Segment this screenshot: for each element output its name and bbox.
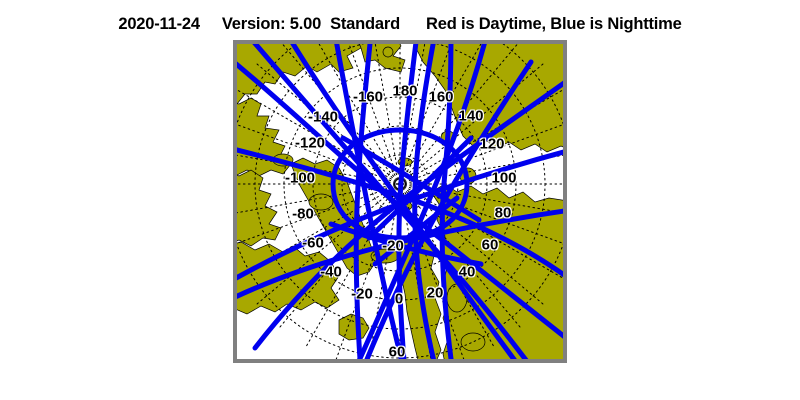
ground-track-layer [235, 42, 565, 361]
title-mode: Standard [330, 14, 400, 33]
land-island-7 [308, 193, 334, 211]
ground-track-6 [439, 42, 454, 361]
map-frame-border [235, 42, 565, 361]
ground-track-4 [353, 42, 373, 361]
meridian-m60 [235, 183, 401, 280]
land-island-3 [382, 46, 394, 58]
land-island-9 [460, 332, 486, 352]
title-version: Version: 5.00 [221, 14, 322, 33]
meridian-160 [399, 42, 453, 185]
meridian-130 [399, 61, 546, 185]
meridian-m150 [317, 42, 401, 185]
ground-track-5 [396, 42, 419, 361]
ground-track-polar-ring [330, 127, 470, 241]
page-title: 2020-11-24 Version: 5.00 Standard Red is… [0, 13, 800, 35]
title-legend: Red is Daytime, Blue is Nighttime [426, 14, 682, 33]
land-alaska [235, 169, 282, 247]
polar-map [233, 40, 567, 363]
meridian-m50 [254, 183, 401, 307]
ground-track-13 [363, 59, 534, 361]
ground-track-11 [288, 42, 519, 361]
ground-track-12 [356, 42, 488, 361]
meridian-m170 [374, 42, 401, 185]
ground-track-chord-2 [366, 135, 474, 241]
meridian-m80 [235, 183, 401, 214]
ground-track-chord-4 [372, 195, 460, 267]
land-iceland [338, 313, 370, 341]
ground-track-chord-1 [340, 135, 482, 223]
ground-track-chord-3 [328, 221, 484, 267]
ground-track-14 [412, 42, 437, 361]
ground-track-8 [235, 149, 565, 282]
meridian-110 [399, 123, 565, 185]
meridian-m70 [235, 183, 401, 245]
title-date: 2020-11-24 [118, 14, 200, 33]
polar-map-canvas [235, 42, 565, 361]
